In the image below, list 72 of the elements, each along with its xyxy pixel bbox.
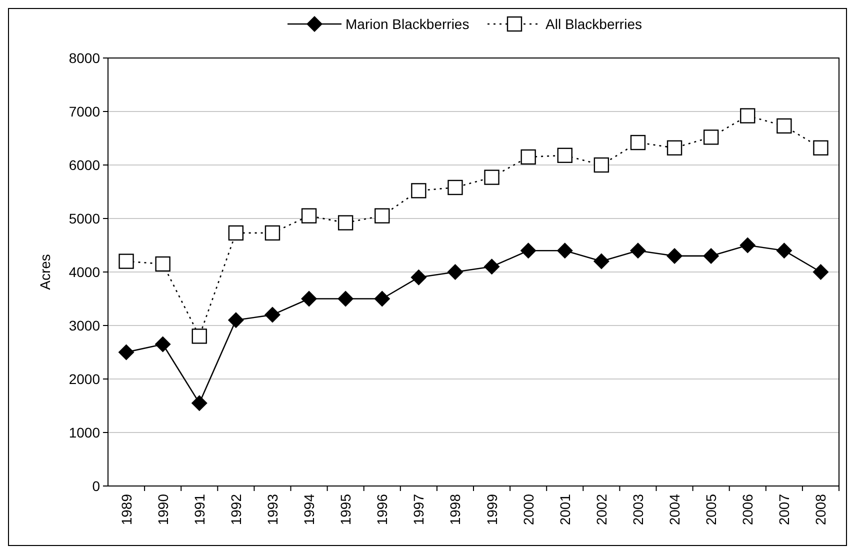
x-tick-label: 1990 xyxy=(154,494,171,526)
point xyxy=(593,253,610,270)
x-tick-label: 2001 xyxy=(556,494,573,526)
point xyxy=(301,208,317,224)
point xyxy=(374,208,390,224)
point xyxy=(666,248,683,264)
y-tick-label: 4000 xyxy=(68,264,100,280)
point xyxy=(374,290,390,307)
point xyxy=(411,183,426,198)
y-tick-label: 3000 xyxy=(68,317,100,334)
point xyxy=(556,242,573,259)
point xyxy=(301,290,318,307)
x-tick-label: 2008 xyxy=(812,494,829,526)
legend-label: All Blackberries xyxy=(546,16,642,32)
point xyxy=(666,140,682,156)
point xyxy=(630,242,646,259)
point xyxy=(740,108,756,124)
point xyxy=(776,118,792,134)
point xyxy=(594,157,610,173)
point xyxy=(520,242,536,259)
x-tick-label: 2002 xyxy=(593,494,610,526)
point xyxy=(264,225,280,241)
x-tick-label: 2007 xyxy=(776,494,792,526)
point xyxy=(812,264,829,280)
point xyxy=(630,134,646,150)
point xyxy=(118,344,134,360)
point xyxy=(557,148,572,163)
point xyxy=(740,237,756,254)
point xyxy=(118,254,134,269)
x-tick-label: 1993 xyxy=(264,494,280,526)
y-tick-label: 0 xyxy=(92,478,100,494)
x-tick-label: 1992 xyxy=(228,494,244,526)
y-tick-label: 7000 xyxy=(68,103,100,120)
x-tick-label: 1995 xyxy=(338,494,354,526)
y-tick-label: 5000 xyxy=(68,210,100,226)
x-tick-label: 2003 xyxy=(630,494,646,526)
point xyxy=(813,140,828,156)
point xyxy=(338,290,354,307)
x-tick-label: 1997 xyxy=(410,494,427,526)
y-tick-label: 1000 xyxy=(68,424,100,440)
point xyxy=(703,130,719,145)
y-tick-label: 8000 xyxy=(68,50,100,66)
legend-label: Marion Blackberries xyxy=(346,16,470,32)
x-tick-label: 1994 xyxy=(301,494,318,526)
x-tick-label: 2006 xyxy=(740,494,756,526)
x-tick-label: 1998 xyxy=(447,494,464,526)
point xyxy=(228,312,244,328)
point xyxy=(448,180,463,196)
point xyxy=(520,149,536,165)
x-tick-label: 1991 xyxy=(191,494,208,526)
x-tick-label: 1989 xyxy=(118,494,134,526)
y-tick-label: 2000 xyxy=(68,370,100,387)
x-tick-label: 1999 xyxy=(484,494,500,526)
point xyxy=(191,395,208,412)
point xyxy=(484,258,500,275)
x-tick-label: 2000 xyxy=(520,494,536,526)
x-tick-label: 2005 xyxy=(703,494,720,526)
point xyxy=(154,336,171,352)
point xyxy=(264,306,280,323)
y-tick-label: 6000 xyxy=(68,156,100,173)
point xyxy=(410,269,427,286)
y-axis-title: Acres xyxy=(37,254,53,290)
point xyxy=(155,256,170,272)
point xyxy=(447,264,464,280)
point xyxy=(703,248,720,264)
point xyxy=(776,242,792,259)
point xyxy=(484,170,500,185)
point xyxy=(192,328,207,344)
x-tick-label: 2004 xyxy=(666,494,683,526)
point xyxy=(338,215,354,230)
x-tick-label: 1996 xyxy=(374,494,390,526)
point xyxy=(228,225,244,241)
